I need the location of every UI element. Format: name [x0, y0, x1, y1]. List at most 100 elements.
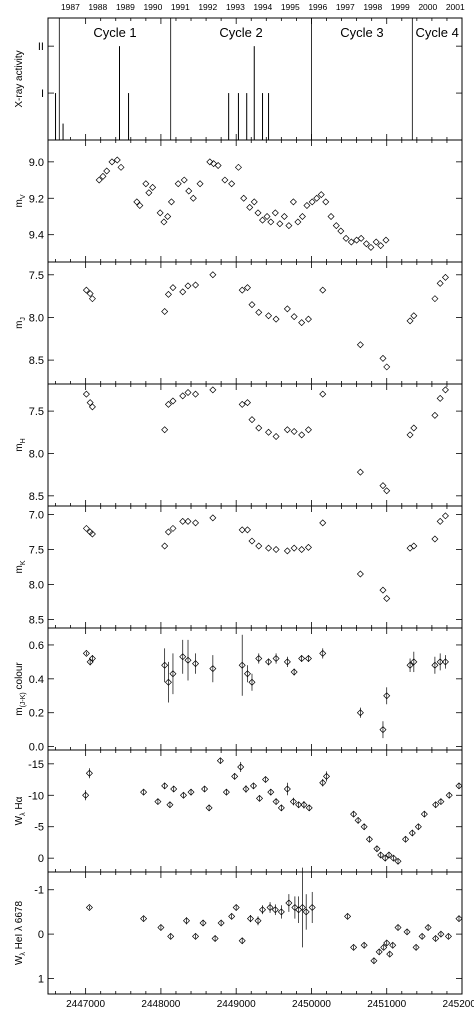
data-point-hei-34 [403, 928, 411, 936]
y-tick-label-mv-1: 9.2 [29, 193, 44, 205]
data-point-mk-25 [410, 542, 418, 550]
data-point-mv-22 [214, 161, 222, 169]
data-point-jk-3 [161, 661, 169, 669]
data-point-jk-9 [209, 665, 217, 673]
data-point-jk-5 [169, 670, 177, 678]
data-point-mv-0 [95, 176, 103, 184]
data-point-ha-9 [201, 785, 209, 793]
data-point-mv-52 [362, 240, 370, 248]
data-point-mj-6 [179, 288, 187, 296]
data-point-mj-14 [265, 312, 273, 320]
data-point-mj-11 [243, 284, 251, 292]
data-point-mh-25 [410, 424, 418, 432]
y-tick-label-ha-2: -5 [34, 822, 44, 834]
data-point-mj-19 [304, 315, 312, 323]
data-point-mk-26 [431, 535, 439, 543]
y-axis-label-mk: mK [14, 560, 27, 573]
data-point-hei-10 [232, 903, 240, 911]
data-point-mk-13 [255, 542, 263, 550]
data-point-hei-40 [444, 932, 452, 940]
data-point-hei-30 [383, 939, 391, 947]
x-tick-label-3: 2450000 [292, 999, 331, 1010]
data-point-mv-31 [263, 212, 271, 220]
data-point-jk-7 [184, 656, 192, 664]
data-point-hei-9 [228, 912, 236, 920]
data-point-ha-29 [350, 810, 358, 818]
data-point-mv-48 [342, 234, 350, 242]
data-point-mv-35 [280, 212, 288, 220]
data-point-mv-8 [142, 180, 150, 188]
year-label-1993: 1993 [226, 2, 245, 12]
data-point-ha-40 [408, 829, 416, 837]
data-point-jk-26 [431, 661, 439, 669]
data-point-mk-4 [164, 528, 172, 536]
data-point-ha-5 [166, 801, 174, 809]
data-point-mj-9 [209, 271, 217, 279]
data-point-mj-13 [255, 308, 263, 316]
data-point-mv-54 [372, 238, 380, 246]
data-point-mh-4 [164, 400, 172, 408]
y-axis-label-text-xray: X-ray activity [14, 50, 25, 107]
data-point-hei-0 [85, 903, 93, 911]
panel-mv: 9.0 9.2 9.4 [29, 139, 463, 263]
data-point-mk-5 [169, 524, 177, 532]
year-label-1998: 1998 [363, 2, 382, 12]
data-point-mk-24 [406, 544, 414, 552]
data-point-mv-39 [298, 212, 306, 220]
data-point-ha-4 [161, 782, 169, 790]
data-point-mv-7 [136, 202, 144, 210]
data-point-mj-5 [169, 284, 177, 292]
data-point-hei-24 [344, 912, 352, 920]
y-tick-label-mh-2: 8.5 [29, 491, 44, 503]
data-point-ha-43 [432, 801, 440, 809]
data-point-hei-39 [437, 930, 445, 938]
panel-frame-mv [47, 139, 463, 263]
data-point-ha-42 [420, 810, 428, 818]
data-point-mh-26 [431, 411, 439, 419]
data-point-mj-23 [383, 363, 391, 371]
y-axis-label-text-jk: m(J-K) colour [14, 662, 27, 716]
data-point-hei-4 [183, 917, 190, 925]
year-label-1991: 1991 [171, 2, 190, 12]
data-point-mv-33 [271, 209, 279, 217]
data-point-mv-24 [228, 180, 236, 188]
data-point-jk-22 [379, 726, 387, 734]
data-point-jk-14 [265, 658, 273, 666]
year-label-1988: 1988 [88, 2, 107, 12]
data-point-hei-25 [350, 943, 358, 951]
data-point-hei-17 [277, 908, 285, 916]
data-point-jk-4 [164, 678, 172, 686]
data-point-hei-38 [432, 935, 440, 943]
year-label-1997: 1997 [336, 2, 355, 12]
data-point-mv-46 [332, 222, 340, 230]
y-tick-label-mh-1: 8.0 [29, 449, 44, 461]
y-tick-label-mh-0: 7.5 [29, 406, 44, 418]
data-point-hei-16 [271, 906, 279, 914]
data-point-jk-2 [88, 655, 96, 662]
x-tick-label-0: 2447000 [66, 999, 105, 1010]
cycle-label-4: Cycle 4 [416, 25, 459, 40]
data-point-mv-42 [313, 194, 321, 202]
data-point-jk-20 [319, 649, 327, 657]
data-point-mv-56 [382, 236, 390, 244]
data-point-mv-6 [133, 198, 141, 206]
data-point-ha-25 [300, 801, 308, 809]
data-point-ha-10 [205, 804, 213, 812]
data-point-mj-7 [184, 282, 192, 290]
panel-frame-mk [47, 505, 463, 629]
y-tick-label-mv-0: 9.0 [29, 157, 44, 169]
data-point-ha-37 [390, 854, 397, 862]
y-tick-label-xray-0: I [41, 88, 44, 100]
data-point-hei-32 [389, 941, 397, 949]
panel-mh: 7.5 8.0 8.5 [29, 383, 463, 507]
data-point-hei-18 [285, 899, 293, 907]
data-point-mj-17 [290, 313, 298, 321]
data-point-mh-22 [379, 482, 387, 490]
panel-mj: 7.5 8.0 8.5 [29, 261, 463, 385]
data-point-ha-27 [319, 779, 327, 787]
data-point-mk-17 [290, 544, 298, 552]
data-point-hei-7 [211, 935, 219, 943]
data-point-mv-27 [246, 203, 254, 211]
data-point-mj-10 [238, 286, 246, 294]
data-point-hei-21 [298, 903, 306, 911]
